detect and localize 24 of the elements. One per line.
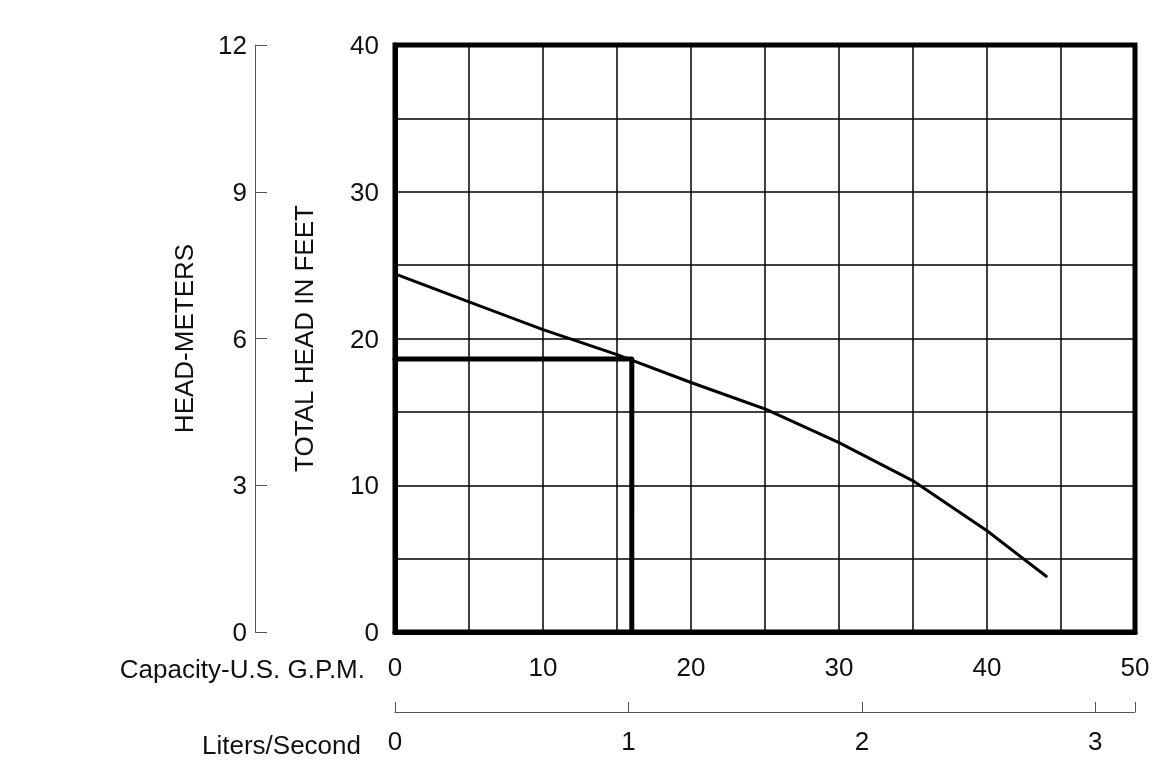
x-tick-label: 40 <box>972 652 1002 682</box>
x2-tick-label: 1 <box>621 726 636 756</box>
y2-tick-label: 6 <box>232 323 247 354</box>
x-axis-title: Capacity-U.S. G.P.M. <box>119 654 365 684</box>
y-tick-label: 20 <box>350 323 379 354</box>
y2-tick-label: 12 <box>218 30 247 60</box>
x-tick-label: 30 <box>824 652 854 682</box>
x-tick-label: 10 <box>528 652 558 682</box>
x2-tick-label: 0 <box>387 726 403 756</box>
y-tick-label: 40 <box>350 30 379 60</box>
x2-axis-title: Liters/Second <box>202 730 361 760</box>
y2-tick-label: 0 <box>232 617 247 647</box>
y2-axis-title: HEAD-METERS <box>169 243 199 434</box>
x-tick-label: 0 <box>387 652 403 682</box>
x-tick-label: 20 <box>676 652 706 682</box>
x-tick-label: 50 <box>1120 652 1150 682</box>
x2-tick-label: 2 <box>854 726 870 756</box>
y2-tick-label: 3 <box>232 470 247 501</box>
y-tick-label: 30 <box>350 176 379 207</box>
y-axis-title: TOTAL HEAD IN FEET <box>289 204 319 472</box>
y2-tick-label: 9 <box>232 176 247 207</box>
y-tick-label: 10 <box>350 470 379 501</box>
y-tick-label: 0 <box>364 617 379 647</box>
x2-tick-label: 3 <box>1088 726 1103 756</box>
